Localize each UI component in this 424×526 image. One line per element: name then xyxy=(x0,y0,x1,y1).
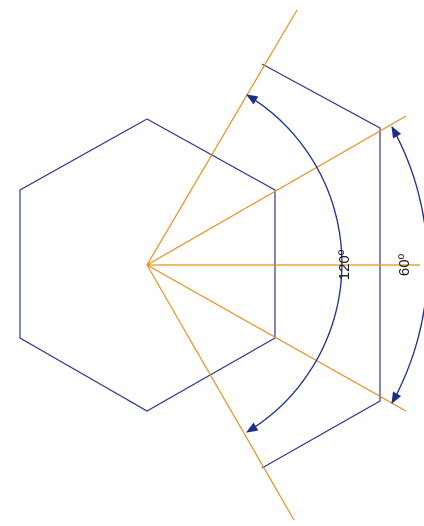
construction-line-60-upper xyxy=(146,115,407,266)
dimension-arc-60 xyxy=(391,125,424,405)
construction-line-120-lower xyxy=(146,264,295,521)
angle-label-120: 120º xyxy=(336,249,353,280)
construction-line-60-lower xyxy=(146,264,407,412)
construction-line-120-upper xyxy=(146,9,298,266)
angle-label-60: 60º xyxy=(396,253,413,276)
dimension-arc-120 xyxy=(245,94,343,433)
hexagon-outline xyxy=(19,118,276,412)
